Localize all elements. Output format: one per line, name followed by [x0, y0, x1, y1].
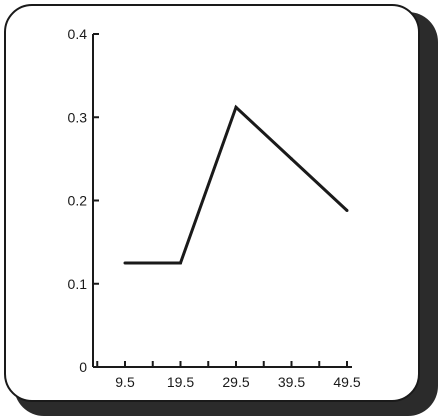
axes [92, 34, 352, 368]
data-point [179, 261, 182, 265]
y-tick-label: 0.1 [68, 276, 88, 292]
data-point [345, 208, 349, 212]
y-tick-label: 0.2 [68, 193, 88, 209]
y-tick-label: 0.4 [68, 26, 88, 42]
x-tick-label: 39.5 [278, 374, 305, 390]
series-group [123, 104, 349, 265]
data-point [290, 157, 293, 161]
x-tick-label: 29.5 [222, 374, 249, 390]
data-point [234, 105, 238, 109]
x-ticks: 9.5 19.5 29.5 39.5 49.5 [96, 361, 361, 390]
y-tick-label: 0 [79, 359, 87, 375]
data-point [123, 261, 127, 265]
x-tick-label: 49.5 [333, 374, 360, 390]
x-tick-label: 19.5 [167, 374, 194, 390]
y-tick-label: 0.3 [68, 109, 88, 125]
chart-card [4, 4, 420, 402]
x-tick-label: 9.5 [115, 374, 135, 390]
y-ticks: 0 0.1 0.2 0.3 0.4 [68, 26, 99, 375]
series-line [125, 104, 349, 265]
